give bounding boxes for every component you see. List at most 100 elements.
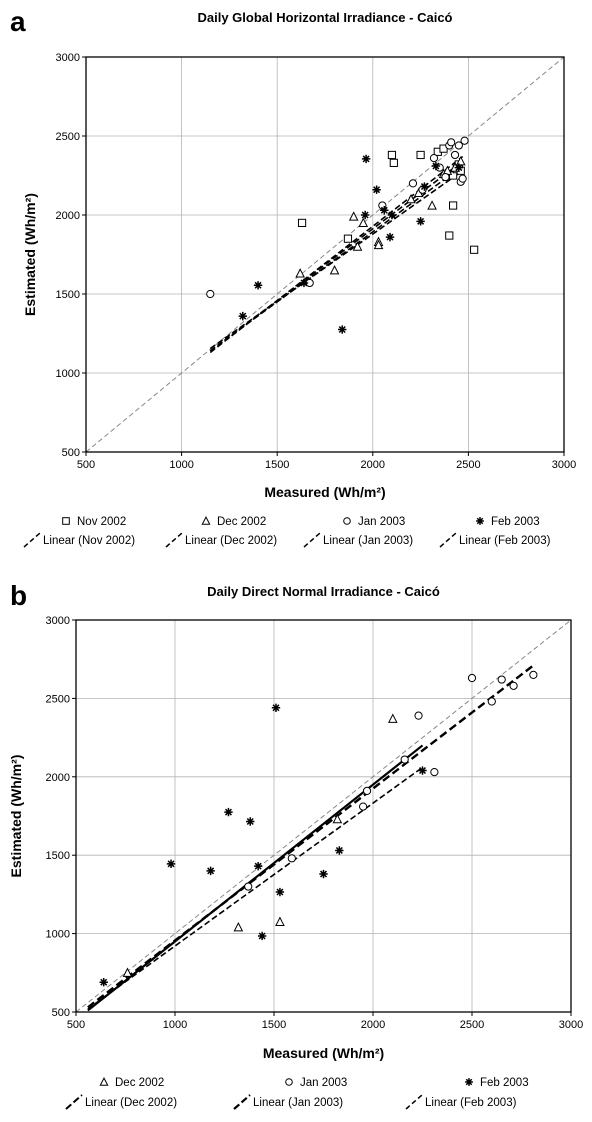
chart-0-x-tick-label-0: 500 <box>77 459 95 471</box>
chart-0-points <box>206 136 479 334</box>
chart-0-series-0-point-1 <box>343 234 353 243</box>
chart-0-series-3-point-8 <box>385 232 395 242</box>
chart-1-series-2-point-0 <box>99 978 108 987</box>
chart-1-x-axis-label: Measured (Wh/m²) <box>263 1045 384 1061</box>
chart-1-series-1-point-7 <box>467 673 477 683</box>
chart-0-series-0-point-0 <box>297 218 307 228</box>
chart-0-title: Daily Global Horizontal Irradiance - Cai… <box>197 10 452 25</box>
chart-1-series-2-point-3 <box>224 807 233 817</box>
chart-1-series-1-point-0 <box>244 882 253 891</box>
chart-1-y-tick-label-2: 1500 <box>46 850 70 862</box>
chart-0-x-tick-label-4: 2500 <box>456 459 480 471</box>
chart-0-series-1-point-0 <box>295 268 305 278</box>
chart-0-series-3-point-10 <box>416 217 425 226</box>
chart-0-y-axis-label: Estimated (Wh/m²) <box>22 193 38 316</box>
chart-1-x-tick-label-5: 3000 <box>559 1019 583 1031</box>
chart-1-trendline-1 <box>87 662 537 1009</box>
chart-0-series-2-point-7 <box>441 172 450 182</box>
chart-0-legend-marker-2 <box>343 517 351 525</box>
chart-0-y-tick-label-4: 2500 <box>56 131 80 143</box>
chart-1-legend-line-0 <box>65 1094 83 1110</box>
chart-0-legend-marker-3 <box>476 517 484 525</box>
chart-1-series-2-point-2 <box>206 866 215 876</box>
chart-1-x-tick-label-2: 1500 <box>262 1019 286 1031</box>
chart-1-series-2-point-4 <box>246 817 255 826</box>
chart-0-legend-label-0: Nov 2002 <box>77 516 126 528</box>
chart-0-series-3-point-1 <box>253 281 263 290</box>
chart-0-y-tick-label-2: 1500 <box>56 289 80 301</box>
chart-0-y-ticks: 500 1000 1500 2000 2500 3000 <box>56 52 86 459</box>
chart-1-y-tick-label-3: 2000 <box>46 772 70 784</box>
chart-0-x-ticks: 500 1000 1500 2000 2500 3000 <box>77 452 576 471</box>
chart-1-legend-trend-label-0: Linear (Dec 2002) <box>85 1097 177 1109</box>
chart-1-series-2-point-10 <box>335 846 344 855</box>
chart-1-series-2-point-9 <box>319 869 328 879</box>
chart-1-series-1-point-6 <box>430 767 439 777</box>
chart-0-y-tick-label-0: 500 <box>62 447 80 459</box>
chart-1-x-tick-label-1: 1000 <box>163 1019 187 1031</box>
chart-1-plot-border <box>75 619 572 1013</box>
chart-0-series-0-point-13 <box>470 245 479 254</box>
chart-0-series-0-point-2 <box>387 150 397 160</box>
chart-0-legend: Nov 2002 Dec 2002 Jan 2003 Feb 2003 Linear (… <box>23 516 551 548</box>
chart-0-legend-trend-label-3: Linear (Feb 2003) <box>459 535 551 547</box>
chart-1-legend-line-1 <box>233 1094 251 1110</box>
chart-0-legend-trend-label-1: Linear (Dec 2002) <box>185 535 277 547</box>
chart-1-series-2-point-6 <box>257 931 267 941</box>
panel-letter-b: b <box>10 580 28 611</box>
chart-0-series-3-point-7 <box>380 206 389 215</box>
chart-0-legend-marker-0 <box>62 517 70 525</box>
chart-0-legend-label-3: Feb 2003 <box>491 516 540 528</box>
chart-1-y-tick-label-0: 500 <box>52 1007 70 1019</box>
chart-0-legend-line-2 <box>303 532 321 548</box>
chart-1-series-0-point-0 <box>122 967 133 977</box>
chart-1-trendline-2 <box>87 766 423 1010</box>
chart-1-y-ticks: 500 1000 1500 2000 2500 3000 <box>46 615 76 1019</box>
chart-1-title: Daily Direct Normal Irradiance - Caicó <box>207 584 440 599</box>
chart-1-series-1-point-10 <box>509 681 518 690</box>
chart-0-series-3-point-2 <box>299 278 309 288</box>
chart-1-series-2-point-5 <box>253 861 263 871</box>
chart-1-series-1-point-11 <box>529 670 538 679</box>
chart-0-series-3-point-0 <box>238 311 247 321</box>
chart-1-legend-trend-label-1: Linear (Jan 2003) <box>253 1097 343 1109</box>
chart-0-series-2-point-3 <box>408 179 418 188</box>
chart-1-series-1-point-3 <box>362 786 372 796</box>
chart-0-legend-marker-1 <box>201 516 211 525</box>
chart-1-series-1-point-8 <box>487 697 496 706</box>
chart-0-series-3-point-4 <box>360 210 370 220</box>
chart-1-legend-line-2 <box>405 1094 423 1110</box>
chart-0-series-1-point-2 <box>348 211 359 221</box>
chart-0-y-tick-label-1: 1000 <box>56 368 80 380</box>
chart-1-x-tick-label-0: 500 <box>67 1019 85 1031</box>
chart-0-plot-border <box>85 56 565 453</box>
chart-0-legend-label-1: Dec 2002 <box>217 516 266 528</box>
chart-1-y-tick-label-5: 3000 <box>46 615 70 627</box>
chart-0-series-1-point-9 <box>427 200 437 210</box>
chart-0-legend-line-0 <box>23 532 41 548</box>
chart-1-legend: Dec 2002 Jan 2003 Feb 2003 Linear (Dec 2002… <box>65 1077 529 1110</box>
chart-1-series-0-point-4 <box>387 713 398 723</box>
chart-0-series-2-point-5 <box>429 154 439 163</box>
chart-0-trendline-3 <box>209 165 464 352</box>
chart-0-legend-trend-label-0: Linear (Nov 2002) <box>43 535 135 547</box>
chart-1-reference-line <box>75 619 572 1013</box>
chart-1-legend-trend-label-2: Linear (Feb 2003) <box>425 1097 517 1109</box>
chart-0-legend-line-3 <box>439 532 457 548</box>
chart-1-series-1-point-5 <box>414 711 423 720</box>
chart-1-y-tick-label-1: 1000 <box>46 929 70 941</box>
chart-0-series-3-point-5 <box>361 154 371 164</box>
chart-0-series-1-point-7 <box>406 193 416 204</box>
chart-0-x-tick-label-5: 3000 <box>552 459 576 471</box>
chart-0-y-tick-label-3: 2000 <box>56 210 80 222</box>
chart-0-series-2-point-13 <box>458 174 467 183</box>
chart-0-series-0-point-4 <box>416 150 425 160</box>
chart-panel-a: a Daily Global Horizontal Irradiance - C… <box>0 0 592 560</box>
chart-1-legend-label-2: Feb 2003 <box>480 1077 529 1089</box>
chart-1-series-1-point-9 <box>497 675 506 684</box>
chart-1-series-0-point-2 <box>275 916 285 926</box>
chart-0-legend-trend-label-2: Linear (Jan 2003) <box>323 535 413 547</box>
chart-0-y-tick-label-5: 3000 <box>56 52 80 64</box>
chart-0-reference-line <box>85 56 565 453</box>
chart-0-series-0-point-8 <box>449 201 458 210</box>
